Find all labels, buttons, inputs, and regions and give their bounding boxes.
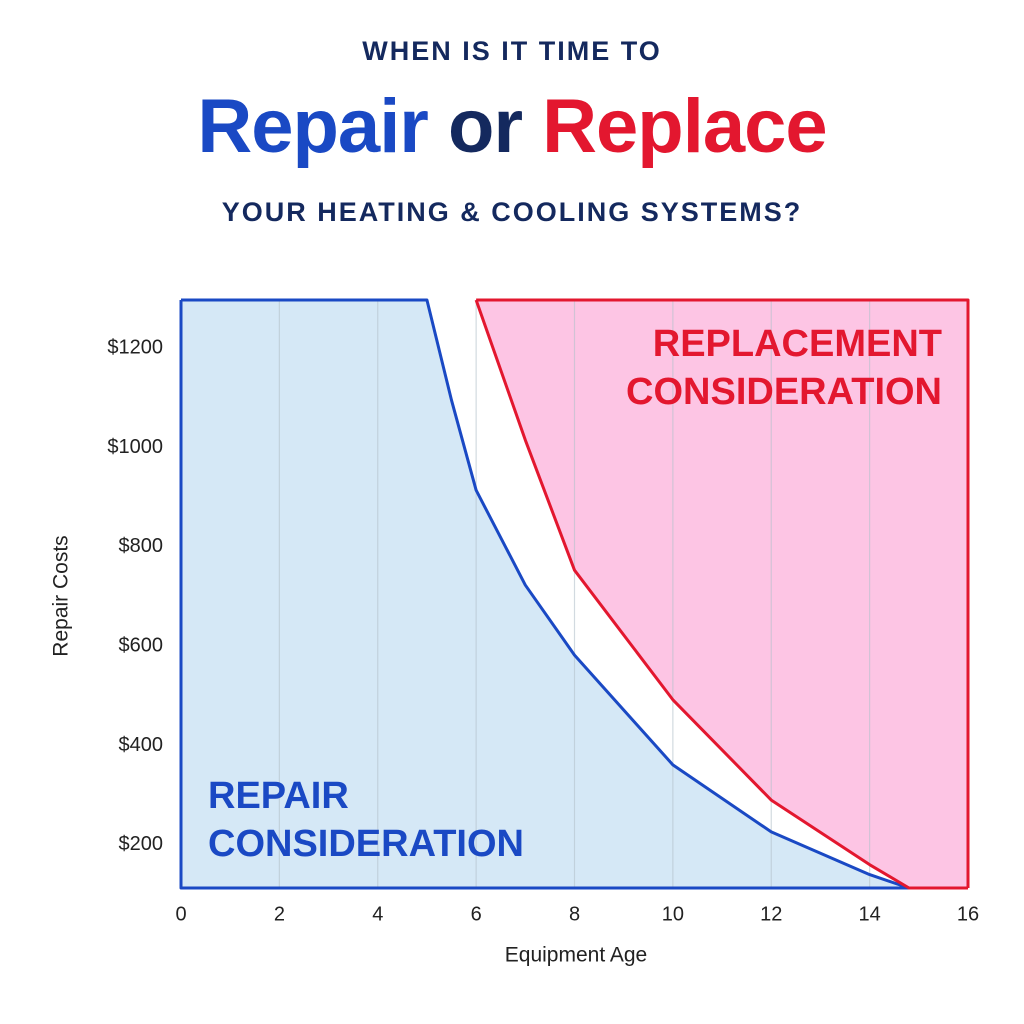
area-fill [476, 300, 968, 888]
x-axis-title: Equipment Age [505, 944, 647, 967]
x-tick-label: 10 [662, 903, 684, 925]
area-curve [181, 298, 910, 890]
region-label: REPLACEMENT [653, 323, 942, 365]
y-tick-label: $1200 [107, 336, 163, 358]
outlines [179, 298, 970, 890]
x-tick-label: 6 [471, 903, 482, 925]
y-tick-label: $800 [119, 535, 164, 557]
x-tick-label: 8 [569, 903, 580, 925]
headline-word: Repair [197, 84, 428, 169]
headline-word: or [448, 84, 522, 169]
y-axis-title: Repair Costs [50, 535, 73, 656]
grid [278, 300, 871, 888]
x-tick-label: 2 [274, 903, 285, 925]
region-label: CONSIDERATION [626, 371, 942, 413]
y-tick-label: $400 [119, 734, 164, 756]
headline-word: Replace [542, 84, 827, 169]
x-tick-label: 4 [372, 903, 383, 925]
headline: Repair or Replace [197, 84, 826, 169]
region-label: REPAIR [208, 775, 349, 817]
chart-subtitle: YOUR HEATING & COOLING SYSTEMS? [222, 197, 803, 227]
x-tick-label: 0 [175, 903, 186, 925]
y-tick-label: $600 [119, 634, 164, 656]
y-tick-label: $200 [119, 833, 164, 855]
area-fill [181, 300, 909, 888]
x-tick-label: 16 [957, 903, 979, 925]
x-tick-label: 14 [859, 903, 881, 925]
region-label: CONSIDERATION [208, 823, 524, 865]
x-tick-label: 12 [760, 903, 782, 925]
area-frame [179, 300, 909, 890]
chart-title: WHEN IS IT TIME TO [362, 36, 662, 66]
area-curve [474, 299, 968, 890]
y-tick-label: $1000 [107, 436, 163, 458]
fills [181, 300, 968, 888]
area-frame [476, 298, 970, 888]
